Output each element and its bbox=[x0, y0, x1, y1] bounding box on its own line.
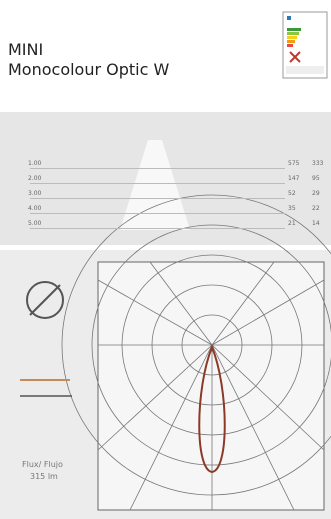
row-distance: 3.00 bbox=[28, 190, 42, 197]
row-line bbox=[30, 213, 285, 214]
flux-value: 315 lm bbox=[30, 472, 58, 481]
row-value: 147 bbox=[288, 175, 300, 182]
light-cone bbox=[120, 140, 190, 230]
row-distance: 2.00 bbox=[28, 175, 42, 182]
energy-label bbox=[282, 11, 328, 79]
row-line bbox=[30, 228, 285, 229]
row-value: 575 bbox=[288, 160, 300, 167]
row-line bbox=[30, 198, 285, 199]
row-value: 21 bbox=[288, 220, 296, 227]
row-distance: 5.00 bbox=[28, 220, 42, 227]
row-value: 333 bbox=[312, 160, 324, 167]
polar-frame bbox=[97, 261, 325, 511]
row-distance: 1.00 bbox=[28, 160, 42, 167]
subtitle: Monocolour Optic W bbox=[8, 60, 170, 79]
flux-label: Flux/ Flujo bbox=[22, 460, 63, 469]
row-distance: 4.00 bbox=[28, 205, 42, 212]
row-value: 29 bbox=[312, 190, 320, 197]
row-value: 95 bbox=[312, 175, 320, 182]
row-line bbox=[30, 183, 285, 184]
row-line bbox=[30, 168, 285, 169]
row-value: 14 bbox=[312, 220, 320, 227]
polar-curve bbox=[198, 344, 226, 474]
title: MINI bbox=[8, 40, 44, 59]
row-value: 35 bbox=[288, 205, 296, 212]
beam-icon bbox=[20, 281, 72, 397]
row-value: 22 bbox=[312, 205, 320, 212]
row-value: 52 bbox=[288, 190, 296, 197]
polar-grid bbox=[61, 194, 331, 511]
